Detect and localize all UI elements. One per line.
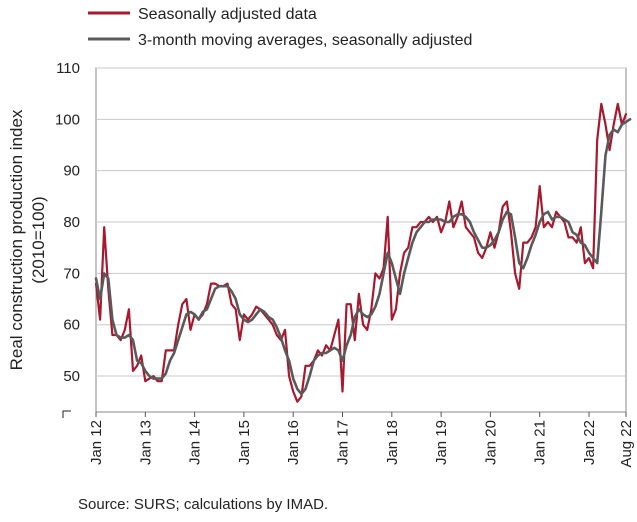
- x-tick-label: Jan 12: [88, 420, 105, 465]
- x-tick-label: Jan 14: [187, 420, 204, 465]
- source-note: Source: SURS; calculations by IMAD.: [78, 496, 329, 513]
- axis-break-mark: [62, 410, 71, 418]
- y-tick-label: 110: [56, 60, 80, 77]
- y-tick-label: 70: [63, 265, 80, 282]
- x-tick-label: Aug 22: [618, 420, 635, 468]
- y-tick-label: 80: [63, 214, 80, 231]
- y-axis-subtitle: (2010=100): [29, 196, 48, 283]
- legend-label-seasonally-adjusted: Seasonally adjusted data: [138, 6, 317, 23]
- x-tick-label: Jan 18: [384, 420, 401, 465]
- y-tick-label: 100: [55, 111, 80, 128]
- x-tick-label: Jan 16: [285, 420, 302, 465]
- y-axis-title: Real construction production index: [7, 109, 26, 370]
- series-lines: [94, 102, 632, 403]
- y-tick-label: 60: [63, 317, 80, 334]
- x-tick-label: Jan 21: [532, 420, 549, 465]
- legend: Seasonally adjusted data 3-month moving …: [88, 6, 472, 49]
- x-tick-label: Jan 22: [581, 420, 598, 465]
- x-tick-label: Jan 15: [236, 420, 253, 465]
- x-tick-label: Jan 20: [482, 420, 499, 465]
- series-line-moving-average: [94, 118, 632, 396]
- y-axis-ticks: 50 60 70 80 90 100 110: [55, 60, 80, 385]
- y-tick-label: 90: [63, 163, 80, 180]
- y-tick-label: 50: [63, 368, 80, 385]
- series-line-seasonally-adjusted: [94, 102, 628, 403]
- x-tick-label: Jan 17: [335, 420, 352, 465]
- x-tick-label: Jan 19: [433, 420, 450, 465]
- x-axis-ticks: Jan 12 Jan 13 Jan 14 Jan 15 Jan 16 Jan 17 Jan …: [88, 412, 635, 468]
- x-tick-label: Jan 13: [137, 420, 154, 465]
- legend-label-moving-average: 3-month moving averages, seasonally adju…: [138, 32, 472, 49]
